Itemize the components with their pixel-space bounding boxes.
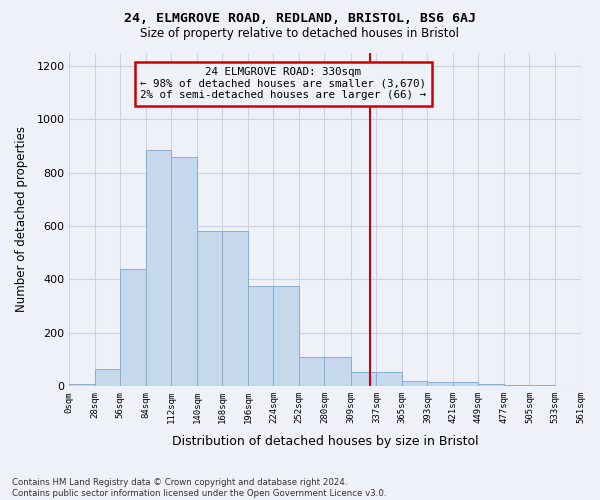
Text: Size of property relative to detached houses in Bristol: Size of property relative to detached ho… [140,28,460,40]
Text: 24, ELMGROVE ROAD, REDLAND, BRISTOL, BS6 6AJ: 24, ELMGROVE ROAD, REDLAND, BRISTOL, BS6… [124,12,476,26]
Bar [248,286,274,386]
Bar [453,382,478,386]
Text: Contains HM Land Registry data © Crown copyright and database right 2024.
Contai: Contains HM Land Registry data © Crown c… [12,478,386,498]
Bar [274,286,299,386]
Bar [351,372,376,386]
Bar [146,150,172,386]
X-axis label: Distribution of detached houses by size in Bristol: Distribution of detached houses by size … [172,434,478,448]
Bar [402,381,427,386]
Bar [299,357,325,386]
Text: 24 ELMGROVE ROAD: 330sqm
← 98% of detached houses are smaller (3,670)
2% of semi: 24 ELMGROVE ROAD: 330sqm ← 98% of detach… [140,67,427,100]
Y-axis label: Number of detached properties: Number of detached properties [15,126,28,312]
Bar [376,372,402,386]
Bar [325,357,351,386]
Bar [95,369,121,386]
Bar [427,382,453,386]
Bar [223,232,248,386]
Bar [197,232,223,386]
Bar [121,269,146,386]
Bar [172,156,197,386]
Bar [70,384,95,386]
Bar [504,385,529,386]
Bar [478,384,504,386]
